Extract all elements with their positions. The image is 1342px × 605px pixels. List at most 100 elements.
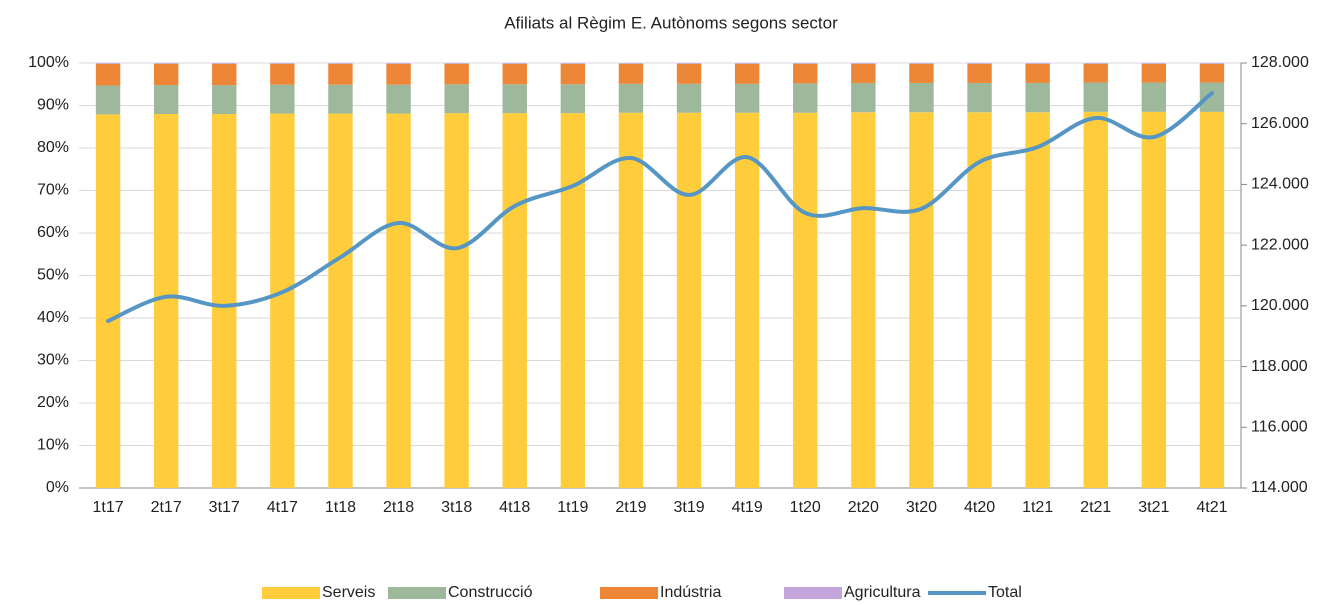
bar-segment [851, 112, 876, 489]
x-tick-label: 2t18 [383, 499, 414, 516]
bar-segment [502, 63, 527, 85]
y2-tick-label: 120.000 [1251, 297, 1309, 314]
bar-segment [1083, 63, 1108, 64]
x-tick-label: 3t19 [673, 499, 704, 516]
bar-segment [328, 63, 353, 64]
y2-tick-label: 122.000 [1251, 236, 1309, 253]
y-tick-label: 50% [37, 267, 69, 284]
legend-swatch [388, 587, 446, 599]
bar-segment [793, 112, 818, 488]
bar-segment [560, 63, 586, 85]
x-tick-label: 1t20 [790, 499, 821, 516]
x-tick-label: 1t17 [92, 499, 123, 516]
bar-segment [618, 63, 644, 64]
legend-label: Indústria [660, 584, 721, 601]
bar-segment [328, 63, 353, 85]
x-tick-label: 2t17 [151, 499, 182, 516]
bar-segment [793, 63, 818, 84]
bar-segment [1141, 111, 1167, 488]
bar-segment [270, 113, 295, 488]
y2-tick-label: 114.000 [1251, 479, 1308, 496]
bar-segment [734, 63, 760, 64]
x-tick-label: 1t19 [557, 499, 588, 516]
bar-segment [386, 84, 411, 114]
bar-segment [560, 84, 586, 114]
bar-segment [967, 63, 992, 64]
y-tick-label: 60% [37, 224, 69, 241]
bar-segment [444, 113, 469, 489]
x-tick-label: 4t19 [732, 499, 763, 516]
x-tick-label: 4t17 [267, 499, 298, 516]
x-tick-label: 3t17 [209, 499, 240, 516]
bar-segment [676, 63, 702, 84]
x-tick-label: 3t20 [906, 499, 937, 516]
y-tick-label: 90% [37, 97, 69, 114]
bar-segment [270, 63, 295, 85]
bar-segment [734, 83, 760, 113]
bar-segment [270, 63, 295, 64]
bar-segment [1083, 82, 1108, 112]
x-tick-label: 2t19 [615, 499, 646, 516]
bar-segment [502, 113, 527, 489]
line [106, 91, 1214, 324]
x-tick-label: 2t20 [848, 499, 879, 516]
bar-segment [153, 85, 179, 114]
bar-segment [967, 82, 992, 113]
bar-segment [618, 83, 644, 113]
x-tick-label: 2t21 [1080, 499, 1111, 516]
legend-swatch [600, 587, 658, 599]
x-tick-label: 1t18 [325, 499, 356, 516]
y-tick-label: 40% [37, 309, 69, 326]
bar-segment [734, 112, 760, 488]
y-tick-label: 100% [28, 54, 69, 71]
bar-segment [1141, 63, 1167, 64]
bar-segment [386, 63, 411, 64]
x-tick-label: 4t20 [964, 499, 995, 516]
bar-segment [793, 63, 818, 64]
x-tick-label: 4t21 [1196, 499, 1227, 516]
y-tick-label: 0% [46, 479, 69, 496]
x-tick-label: 1t21 [1022, 499, 1053, 516]
bar-segment [560, 113, 586, 489]
y2-tick-label: 124.000 [1251, 176, 1309, 193]
y2-tick-label: 126.000 [1251, 115, 1309, 132]
y-tick-label: 10% [37, 437, 69, 454]
chart-title: Afiliats al Règim E. Autònoms segons sec… [504, 13, 838, 32]
bar-segment [1199, 63, 1225, 64]
bar-segment [967, 112, 992, 489]
bar-segment [618, 112, 644, 488]
bar-segment [1199, 82, 1225, 112]
y2-tick-label: 118.000 [1251, 358, 1308, 375]
bar-segment [95, 114, 121, 489]
bar-segment [444, 63, 469, 85]
bar-segment [851, 63, 876, 83]
bar-segment [676, 112, 702, 488]
bar-segment [328, 113, 353, 488]
y-tick-label: 20% [37, 394, 69, 411]
x-tick-label: 4t18 [499, 499, 530, 516]
bar-segment [1083, 63, 1108, 83]
bar-segment [1141, 82, 1167, 112]
bar-segment [212, 63, 237, 86]
y2-tick-label: 116.000 [1251, 419, 1308, 436]
legend-swatch [784, 587, 842, 599]
bar-segment [95, 63, 121, 64]
bar-segment [95, 85, 121, 115]
bar-segment [1141, 63, 1167, 83]
bar-segment [502, 84, 527, 114]
y-tick-label: 30% [37, 352, 69, 369]
bar-segment [967, 63, 992, 83]
legend-label: Total [988, 584, 1022, 601]
legend-swatch [262, 587, 320, 599]
bar-segment [95, 63, 121, 86]
bar-segment [212, 114, 237, 488]
bar-segment [1199, 111, 1225, 488]
bar-segment [1083, 111, 1108, 488]
bar-segment [1025, 82, 1050, 113]
bar-segment [793, 83, 818, 113]
bar-segment [212, 63, 237, 64]
y2-tick-label: 128.000 [1251, 54, 1309, 71]
bar-segment [851, 82, 876, 113]
bar-segment [153, 63, 179, 86]
